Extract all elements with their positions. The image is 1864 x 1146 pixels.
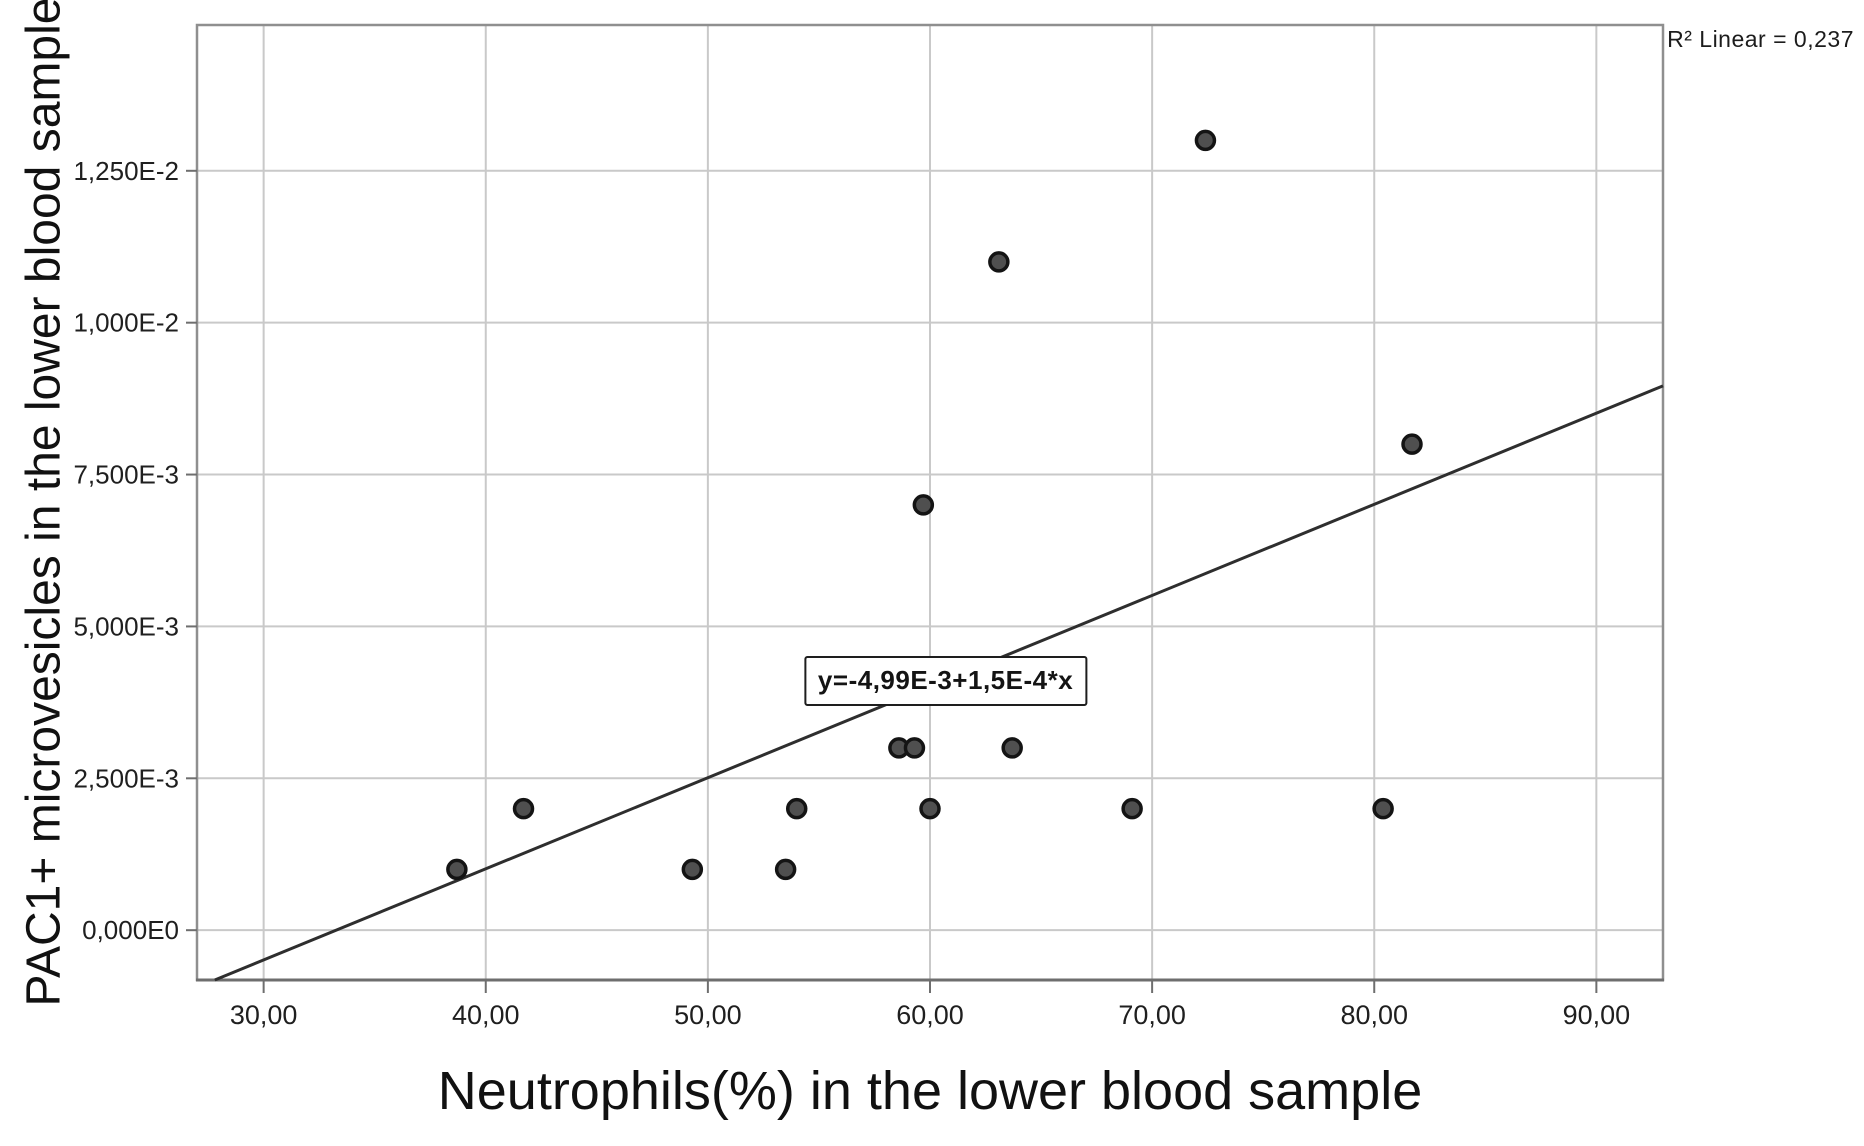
x-tick-label: 60,00: [896, 1000, 964, 1030]
y-axis-title: PAC1+ microvesicles in the lower blood s…: [17, 0, 71, 1007]
x-tick-label: 40,00: [452, 1000, 520, 1030]
x-tick-label: 90,00: [1563, 1000, 1631, 1030]
data-point: [774, 858, 797, 881]
data-point: [785, 797, 808, 820]
data-point: [446, 858, 468, 881]
x-axis-title: Neutrophils(%) in the lower blood sample: [437, 1061, 1423, 1121]
y-tick-label: 7,500E-3: [73, 460, 179, 490]
data-point: [1372, 797, 1394, 820]
x-tick-label: 80,00: [1340, 1000, 1408, 1030]
data-point: [988, 251, 1010, 273]
x-tick-label: 70,00: [1118, 1000, 1186, 1030]
x-tick-label: 50,00: [674, 1000, 742, 1030]
data-point: [903, 737, 926, 759]
data-point: [1121, 797, 1143, 820]
data-point: [912, 494, 935, 516]
data-point: [681, 858, 704, 881]
y-tick-label: 5,000E-3: [73, 611, 179, 641]
regression-equation-label: y=-4,99E-3+1,5E-4*x: [803, 656, 1088, 707]
data-point: [1001, 737, 1023, 759]
y-tick-label: 1,000E-2: [73, 308, 179, 338]
y-tick-label: 2,500E-3: [73, 763, 179, 793]
data-point: [919, 797, 941, 820]
x-tick-label: 30,00: [230, 1000, 298, 1030]
y-tick-label: 1,250E-2: [73, 156, 179, 186]
data-point: [1194, 129, 1217, 152]
data-point: [512, 797, 535, 820]
data-point: [1401, 433, 1423, 455]
r-squared-label: R² Linear = 0,237: [1667, 26, 1854, 52]
y-tick-label: 0,000E0: [82, 915, 179, 945]
